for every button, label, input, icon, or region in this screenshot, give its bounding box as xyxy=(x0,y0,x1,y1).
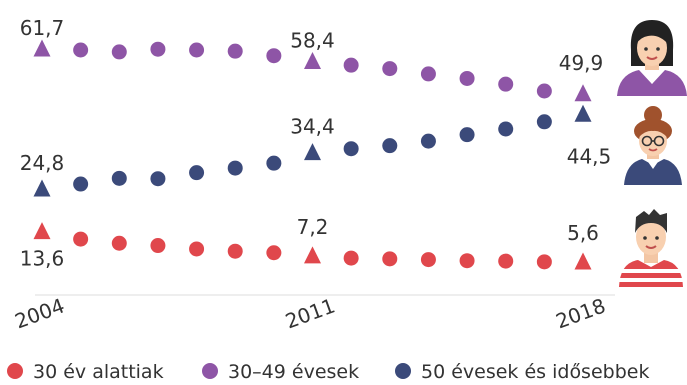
legend: 30 év alattiak 30–49 évesek 50 évesek és i… xyxy=(7,361,649,383)
point-30-ev-alattiak-2013 xyxy=(382,251,398,267)
legend-marker-50-evesek-es-idosebbek xyxy=(395,363,411,379)
point-30-ev-alattiak-2011 xyxy=(304,246,321,264)
marks-layer xyxy=(33,39,592,270)
point-30-49-evesek-2017 xyxy=(536,83,552,99)
point-30-49-evesek-2011 xyxy=(304,51,321,69)
data-label-50-evesek-es-idosebbek-2004: 24,8 xyxy=(20,151,65,175)
point-50-evesek-es-idosebbek-2006 xyxy=(111,170,127,186)
data-label-30-ev-alattiak-2011: 7,2 xyxy=(297,215,329,239)
point-30-ev-alattiak-2012 xyxy=(343,250,359,266)
point-50-evesek-es-idosebbek-2018 xyxy=(574,104,592,122)
legend-label-30-49-evesek: 30–49 évesek xyxy=(228,361,359,383)
point-30-49-evesek-2006 xyxy=(111,44,127,60)
point-30-ev-alattiak-2014 xyxy=(420,252,436,268)
data-label-30-ev-alattiak-2004: 13,6 xyxy=(20,247,65,271)
point-50-evesek-es-idosebbek-2005 xyxy=(73,176,89,192)
point-50-evesek-es-idosebbek-2016 xyxy=(498,121,514,137)
point-30-ev-alattiak-2015 xyxy=(459,253,475,269)
ticks-layer: 2004 2011 2018 xyxy=(12,293,609,333)
point-50-evesek-es-idosebbek-2004 xyxy=(33,179,51,197)
point-30-ev-alattiak-2008 xyxy=(189,241,205,257)
point-50-evesek-es-idosebbek-2017 xyxy=(536,114,552,130)
point-50-evesek-es-idosebbek-2008 xyxy=(189,165,205,181)
x-tick-2004: 2004 xyxy=(12,293,68,333)
woman-glasses-icon xyxy=(624,106,682,185)
data-label-30-49-evesek-2018: 49,9 xyxy=(559,51,604,75)
point-30-49-evesek-2016 xyxy=(498,76,514,92)
legend-label-50-evesek-es-idosebbek: 50 évesek és idősebbek xyxy=(421,361,649,383)
point-30-49-evesek-2009 xyxy=(227,43,243,59)
x-tick-2011: 2011 xyxy=(282,293,338,333)
point-30-ev-alattiak-2017 xyxy=(536,254,552,270)
point-30-ev-alattiak-2005 xyxy=(73,231,89,247)
point-50-evesek-es-idosebbek-2009 xyxy=(227,160,243,176)
data-label-30-49-evesek-2011: 58,4 xyxy=(290,29,335,53)
point-50-evesek-es-idosebbek-2013 xyxy=(382,138,398,154)
labels-layer: 13,6 7,2 5,6 61,7 58,4 49,9 24,8 34,4 44,5 xyxy=(20,16,612,271)
x-tick-2018: 2018 xyxy=(553,293,609,333)
point-30-49-evesek-2007 xyxy=(150,41,166,57)
data-label-30-49-evesek-2004: 61,7 xyxy=(20,16,65,40)
point-50-evesek-es-idosebbek-2015 xyxy=(459,127,475,143)
point-50-evesek-es-idosebbek-2010 xyxy=(266,155,282,171)
point-30-ev-alattiak-2016 xyxy=(498,253,514,269)
point-30-49-evesek-2018 xyxy=(574,84,592,102)
point-50-evesek-es-idosebbek-2014 xyxy=(420,133,436,149)
point-30-ev-alattiak-2004 xyxy=(33,222,51,240)
legend-marker-30-ev-alattiak xyxy=(7,363,23,379)
point-30-ev-alattiak-2006 xyxy=(111,235,127,251)
legend-label-30-ev-alattiak: 30 év alattiak xyxy=(33,361,164,383)
point-30-49-evesek-2004 xyxy=(33,39,51,57)
data-label-50-evesek-es-idosebbek-2018: 44,5 xyxy=(567,144,612,168)
point-50-evesek-es-idosebbek-2007 xyxy=(150,171,166,187)
point-30-49-evesek-2014 xyxy=(420,66,436,82)
point-30-49-evesek-2015 xyxy=(459,70,475,86)
point-30-49-evesek-2013 xyxy=(382,61,398,77)
woman-icon xyxy=(617,20,687,96)
point-30-49-evesek-2010 xyxy=(266,48,282,64)
point-30-ev-alattiak-2009 xyxy=(227,243,243,259)
point-50-evesek-es-idosebbek-2012 xyxy=(343,141,359,157)
legend-marker-30-49-evesek xyxy=(202,363,218,379)
point-30-ev-alattiak-2007 xyxy=(150,238,166,254)
point-50-evesek-es-idosebbek-2011 xyxy=(304,143,321,161)
man-icon xyxy=(619,209,683,287)
data-label-50-evesek-es-idosebbek-2011: 34,4 xyxy=(290,115,335,139)
point-30-ev-alattiak-2010 xyxy=(266,245,282,261)
data-label-30-ev-alattiak-2018: 5,6 xyxy=(567,221,599,245)
point-30-49-evesek-2008 xyxy=(189,42,205,58)
point-30-ev-alattiak-2018 xyxy=(574,252,592,270)
point-30-49-evesek-2012 xyxy=(343,57,359,73)
point-30-49-evesek-2005 xyxy=(73,42,89,58)
